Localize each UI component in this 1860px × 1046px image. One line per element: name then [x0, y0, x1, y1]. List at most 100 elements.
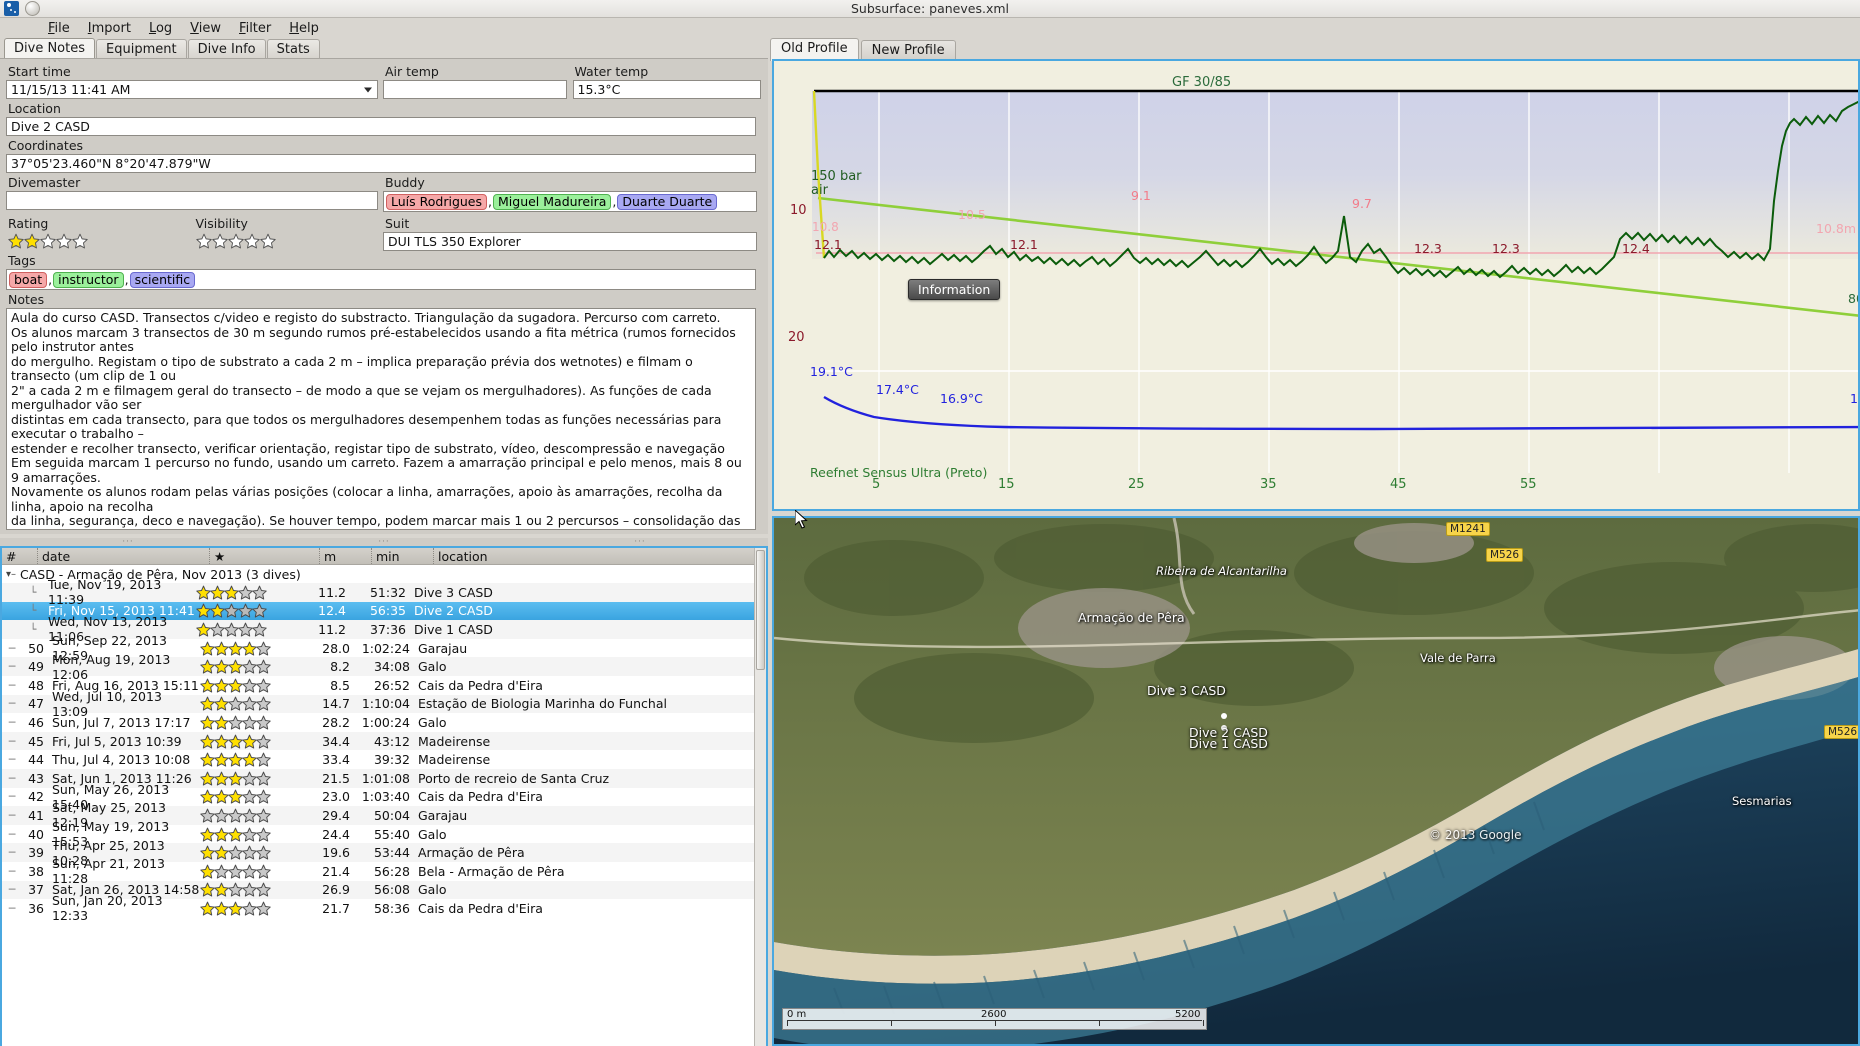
- tab-stats[interactable]: Stats: [266, 39, 320, 60]
- information-button[interactable]: Information: [908, 279, 1001, 300]
- buddy-chip[interactable]: Miguel Madureira: [493, 193, 612, 210]
- table-row[interactable]: └ Fri, Nov 15, 2013 11:41 12.4 56:35 Dive 2 …: [2, 601, 766, 621]
- profile-tab-old-profile[interactable]: Old Profile: [770, 38, 859, 61]
- coordinates-value: 37°05'23.460"N 8°20'47.879"W: [11, 156, 211, 171]
- scrollbar-thumb[interactable]: [756, 550, 765, 670]
- column-header-depth[interactable]: m: [320, 548, 372, 564]
- tag-chip[interactable]: boat: [9, 271, 48, 288]
- rating-star-5[interactable]: [72, 233, 88, 249]
- column-header-number[interactable]: #: [2, 548, 38, 564]
- cell-duration: 1:00:24: [361, 714, 410, 730]
- buddy-chip[interactable]: Duarte Duarte: [617, 193, 718, 210]
- cell-location: Cais da Pedra d'Eira: [418, 677, 543, 693]
- map-view[interactable]: Dive 3 CASD Dive 2 CASD Dive 1 CASD Ribe…: [772, 516, 1860, 1046]
- cell-date: Sun, May 26, 2013 15:40: [52, 781, 170, 812]
- visibility-stars[interactable]: [194, 232, 384, 250]
- table-row[interactable]: ─ 41 Sat, May 25, 2013 12:19 29.4 50:04 Garaj…: [2, 800, 766, 830]
- temp-marker-2: 16.9°C: [940, 391, 983, 406]
- menu-item-filter[interactable]: Filter: [239, 20, 272, 36]
- dive-list-scrollbar[interactable]: ▲ ▼: [754, 548, 766, 1046]
- expand-chevron-icon[interactable]: ▾–: [5, 568, 17, 580]
- menu-item-view[interactable]: View: [190, 20, 222, 36]
- visibility-star-2[interactable]: [211, 233, 228, 249]
- notes-textarea[interactable]: Aula do curso CASD. Transectos c/video e…: [6, 308, 756, 530]
- table-row[interactable]: ─ 40 Sun, May 19, 2013 15:53 24.4 55:40 Galo: [2, 819, 766, 849]
- column-header-duration[interactable]: min: [372, 548, 434, 564]
- water-temp-input[interactable]: 15.3°C: [572, 80, 761, 99]
- cell-date: Fri, Jul 5, 2013 10:39: [52, 733, 182, 749]
- table-row[interactable]: └ Tue, Nov 19, 2013 11:39 11.2 51:32 Dive 3 …: [2, 577, 766, 607]
- dive-profile-chart[interactable]: GF 30/85 150 bar air 10 20 10.8 12.1 10.…: [772, 59, 1860, 511]
- dive-trip-group-row[interactable]: ▾– CASD - Armação de Pêra, Nov 2013 (3 di…: [2, 565, 766, 583]
- table-row[interactable]: ─ 37 Sat, Jan 26, 2013 14:58 26.9 56:08 Galo: [2, 880, 766, 900]
- table-row[interactable]: ─ 46 Sun, Jul 7, 2013 17:17 28.2 1:00:24 Galo: [2, 713, 766, 732]
- dive-list[interactable]: # date ★ m min location ▾– CASD - Armação…: [0, 546, 768, 1046]
- cell-duration: 43:12: [373, 733, 410, 749]
- cell-rating: [200, 827, 296, 842]
- rating-star-4[interactable]: [56, 233, 72, 249]
- table-row[interactable]: ─ 47 Wed, Jul 10, 2013 13:09 14.7 1:10:04 Est…: [2, 689, 766, 719]
- suit-input[interactable]: DUI TLS 350 Explorer: [383, 232, 757, 251]
- visibility-star-4[interactable]: [243, 233, 260, 249]
- chevron-down-icon[interactable]: [364, 87, 372, 92]
- table-row[interactable]: ─ 50 Sun, Sep 22, 2013 12:59 28.0 1:02:24 Gar…: [2, 633, 766, 663]
- tag-chip[interactable]: instructor: [53, 271, 124, 288]
- tree-branch-icon: ─: [8, 678, 16, 692]
- rating-star-1[interactable]: [8, 233, 24, 249]
- cell-number: 43: [28, 770, 44, 786]
- panel-splitter[interactable]: ··· ··· ···: [0, 538, 768, 547]
- tag-chip[interactable]: scientific: [129, 271, 196, 288]
- table-row[interactable]: ─ 44 Thu, Jul 4, 2013 10:08 33.4 39:32 Madeir…: [2, 750, 766, 769]
- table-row[interactable]: ─ 39 Thu, Apr 25, 2013 10:28 19.6 53:44 Armaç…: [2, 838, 766, 868]
- column-header-date[interactable]: date: [38, 548, 210, 564]
- tab-equipment[interactable]: Equipment: [96, 39, 187, 60]
- start-time-input[interactable]: 11/15/13 11:41 AM: [6, 80, 378, 99]
- column-header-rating[interactable]: ★: [210, 548, 320, 564]
- coordinates-input[interactable]: 37°05'23.460"N 8°20'47.879"W: [6, 154, 756, 173]
- menu-item-help[interactable]: Help: [289, 20, 319, 36]
- mouse-cursor: [795, 510, 808, 529]
- location-input[interactable]: Dive 2 CASD: [6, 117, 756, 136]
- profile-tab-new-profile[interactable]: New Profile: [860, 40, 956, 61]
- cell-date: Tue, Nov 19, 2013 11:39: [48, 577, 162, 608]
- visibility-star-5[interactable]: [259, 233, 276, 249]
- cell-rating: [200, 789, 296, 804]
- menu-item-import[interactable]: Import: [87, 20, 131, 36]
- depth-tick-10: 10: [790, 203, 807, 218]
- rating-star-2[interactable]: [24, 233, 40, 249]
- table-row[interactable]: ─ 49 Mon, Aug 19, 2013 12:06 8.2 34:08 Galo: [2, 652, 766, 682]
- table-row[interactable]: ─ 36 Sun, Jan 20, 2013 12:33 21.7 58:36 Cais …: [2, 893, 766, 923]
- dive-list-header: # date ★ m min location: [2, 548, 766, 565]
- tab-dive-notes[interactable]: Dive Notes: [4, 38, 95, 60]
- tab-dive-info[interactable]: Dive Info: [187, 39, 266, 60]
- visibility-star-3[interactable]: [227, 233, 244, 249]
- visibility-star-1[interactable]: [195, 233, 212, 249]
- diver-app-icon: [4, 1, 19, 16]
- time-tick-5: 5: [872, 477, 881, 492]
- table-row[interactable]: ─ 42 Sun, May 26, 2013 15:40 23.0 1:03:40 Cai…: [2, 782, 766, 812]
- column-header-location[interactable]: location: [438, 548, 488, 564]
- tree-branch-icon: ─: [8, 846, 16, 860]
- cell-date: Fri, Nov 15, 2013 11:41: [48, 603, 195, 619]
- table-row[interactable]: ─ 38 Sun, Apr 21, 2013 11:28 21.4 56:28 Bela …: [2, 856, 766, 886]
- table-row[interactable]: ─ 48 Fri, Aug 16, 2013 15:11 8.5 26:52 Cais d…: [2, 676, 766, 695]
- rating-star-3[interactable]: [40, 233, 56, 249]
- table-row[interactable]: └ Wed, Nov 13, 2013 11:06 11.2 37:36 Dive 1 …: [2, 614, 766, 644]
- table-row[interactable]: ─ 45 Fri, Jul 5, 2013 10:39 34.4 43:12 Madeir…: [2, 731, 766, 751]
- cell-rating: [200, 696, 296, 711]
- cell-depth: 11.2: [318, 621, 346, 637]
- dive-list-body[interactable]: ▾– CASD - Armação de Pêra, Nov 2013 (3 di…: [2, 565, 766, 923]
- tags-input[interactable]: boat, instructor, scientific: [6, 269, 756, 290]
- buddy-chip[interactable]: Luís Rodrigues: [386, 193, 488, 210]
- cell-date: Sun, Jan 20, 2013 12:33: [52, 893, 163, 924]
- buddy-input[interactable]: Luís Rodrigues, Miguel Madureira, Duarte D…: [383, 191, 757, 212]
- cell-location: Porto de recreio de Santa Cruz: [418, 770, 610, 786]
- air-temp-input[interactable]: [383, 80, 567, 99]
- rating-stars[interactable]: [6, 232, 194, 250]
- table-row[interactable]: ─ 43 Sat, Jun 1, 2013 11:26 21.5 1:01:08 Port…: [2, 768, 766, 788]
- menu-item-log[interactable]: Log: [148, 20, 173, 36]
- cell-number: 38: [28, 863, 44, 879]
- divemaster-input[interactable]: [6, 191, 378, 210]
- menu-item-file[interactable]: File: [48, 20, 70, 36]
- cell-duration: 1:02:24: [361, 640, 410, 656]
